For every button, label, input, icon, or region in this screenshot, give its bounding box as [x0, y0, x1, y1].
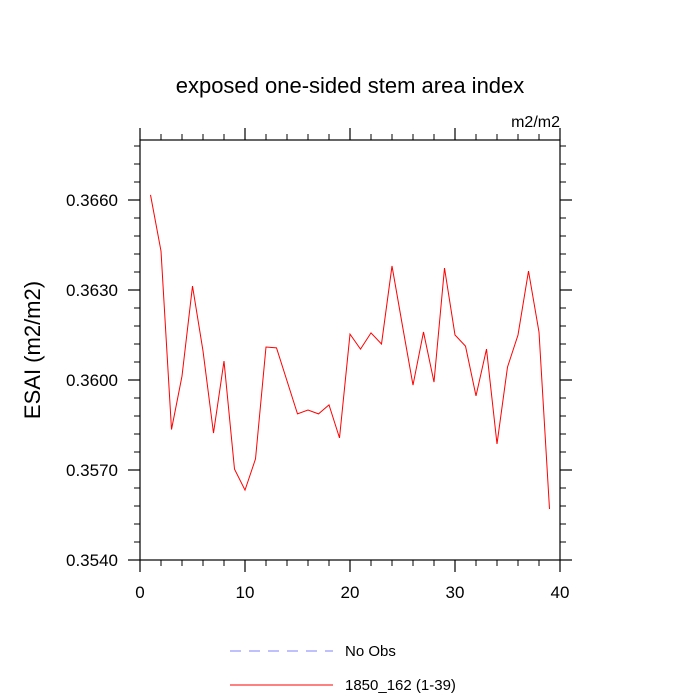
y-tick-label: 0.3630	[66, 281, 118, 300]
x-tick-label: 30	[446, 583, 465, 602]
x-tick-labels: 0 10 20 30 40	[135, 583, 569, 602]
legend: No Obs 1850_162 (1-39)	[230, 643, 456, 694]
y-axis-label: ESAI (m2/m2)	[20, 281, 45, 419]
legend-label: 1850_162 (1-39)	[345, 677, 456, 694]
y-tick-label: 0.3570	[66, 461, 118, 480]
axis-ticks	[128, 128, 572, 572]
y-tick-label: 0.3540	[66, 551, 118, 570]
chart-title: exposed one-sided stem area index	[176, 73, 525, 98]
series-line	[150, 194, 550, 510]
x-tick-label: 20	[341, 583, 360, 602]
x-tick-label: 40	[551, 583, 570, 602]
units-label: m2/m2	[511, 114, 560, 131]
legend-label: No Obs	[345, 643, 396, 660]
x-tick-label: 10	[236, 583, 255, 602]
y-tick-labels: 0.3540 0.3570 0.3600 0.3630 0.3660	[66, 191, 118, 570]
x-tick-label: 0	[135, 583, 144, 602]
y-tick-label: 0.3600	[66, 371, 118, 390]
y-tick-label: 0.3660	[66, 191, 118, 210]
series-group	[150, 194, 550, 510]
